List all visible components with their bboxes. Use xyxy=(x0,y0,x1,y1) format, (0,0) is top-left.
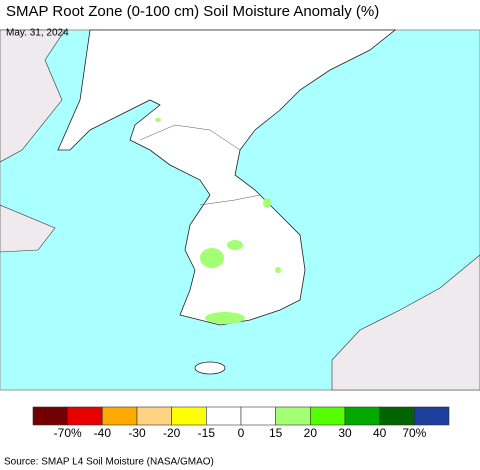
jeju-island xyxy=(194,361,226,375)
japan-land xyxy=(331,254,480,391)
colorbar-label: -20 xyxy=(163,426,181,440)
colorbar-swatch xyxy=(379,406,415,426)
colorbar-swatch xyxy=(344,406,380,426)
colorbar-label: 40 xyxy=(373,426,387,440)
anomaly-patches xyxy=(155,118,281,324)
korea-land xyxy=(57,29,397,326)
colorbar-label: -30 xyxy=(128,426,146,440)
china-land xyxy=(0,29,66,163)
colorbar-swatch xyxy=(171,406,207,426)
date: May. 31, 2024 xyxy=(6,28,69,39)
colorbar-label: 15 xyxy=(269,426,283,440)
colorbar-swatch xyxy=(67,406,103,426)
title: SMAP Root Zone (0-100 cm) Soil Moisture … xyxy=(6,3,379,20)
border-line xyxy=(139,124,241,151)
colorbar-label: -70% xyxy=(54,426,82,440)
colorbar-swatch xyxy=(136,406,172,426)
colorbar-swatch xyxy=(310,406,346,426)
map xyxy=(0,29,480,391)
colorbar-swatch xyxy=(275,406,311,426)
colorbar-label: 20 xyxy=(304,426,318,440)
colorbar: -70% -40 -30 -20 -15 0 15 20 30 40 70% xyxy=(32,406,450,440)
border-line xyxy=(199,194,261,206)
colorbar-label: 70% xyxy=(402,426,426,440)
colorbar-swatch xyxy=(102,406,138,426)
colorbar-swatch xyxy=(240,406,276,426)
colorbar-label: -15 xyxy=(198,426,216,440)
shandong-land xyxy=(0,204,56,253)
colorbar-swatch xyxy=(32,406,68,426)
colorbar-swatch xyxy=(414,406,450,426)
colorbar-label: 0 xyxy=(238,426,245,440)
source: Source: SMAP L4 Soil Moisture (NASA/GMAO… xyxy=(4,457,214,468)
colorbar-swatch xyxy=(206,406,242,426)
colorbar-label: 30 xyxy=(338,426,352,440)
colorbar-label: -40 xyxy=(94,426,112,440)
